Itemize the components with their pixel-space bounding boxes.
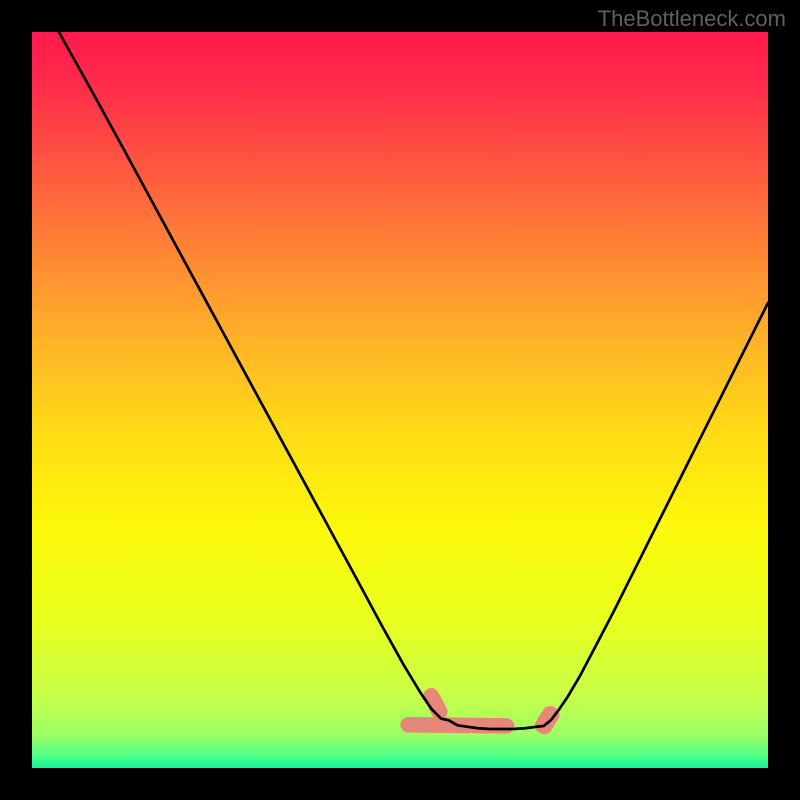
bottleneck-chart [0,0,800,800]
watermark-text: TheBottleneck.com [598,6,786,32]
